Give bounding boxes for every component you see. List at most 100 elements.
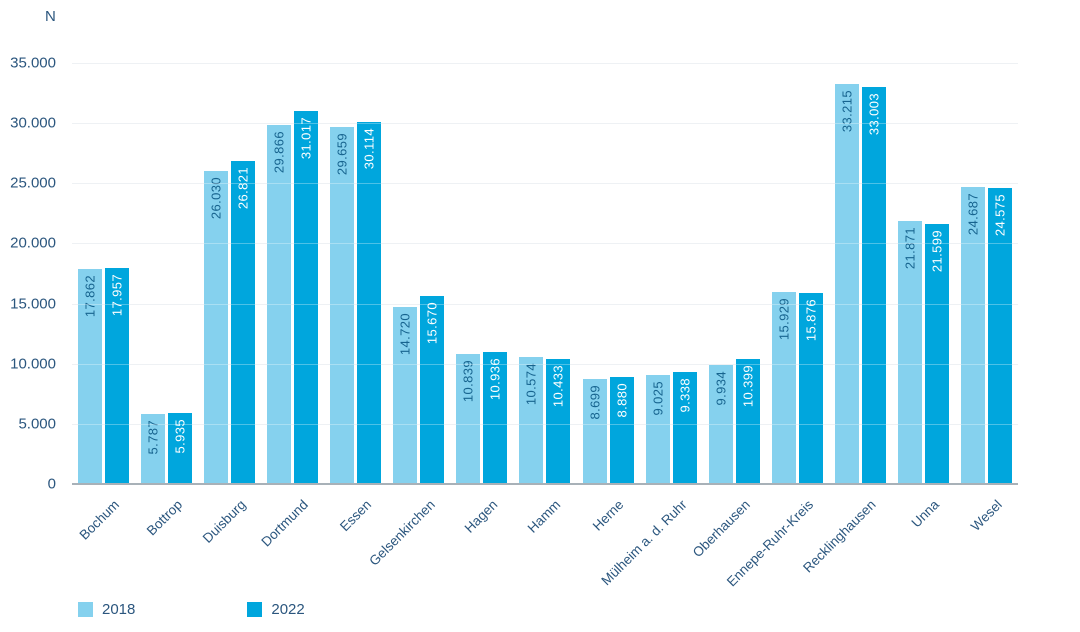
- x-category-label-essen: Essen: [337, 497, 375, 535]
- bar-value-label: 15.670: [424, 301, 440, 344]
- bar-group-herne: 8.699 8.880: [577, 63, 640, 484]
- gridline-overlay-10000: [72, 363, 1018, 365]
- bar-value-label: 9.934: [713, 370, 729, 406]
- bar-value-label: 24.575: [992, 194, 1008, 237]
- legend-item-2022: 2022: [247, 601, 305, 618]
- gridline-10000: [72, 363, 1018, 365]
- bar-2022-hamm: 10.433: [546, 358, 571, 484]
- legend-label-2018: 2018: [102, 601, 136, 618]
- y-tick-label-15000: 15.000: [10, 295, 56, 313]
- bar-2018-bochum: 17.862: [78, 269, 103, 484]
- bar-2022-gelsenkirchen: 15.670: [420, 295, 445, 484]
- y-tick-label-20000: 20.000: [10, 234, 56, 252]
- bar-value-label: 17.862: [82, 275, 98, 318]
- y-tick-label-25000: 25.000: [10, 174, 56, 192]
- bar-value-label: 10.433: [550, 364, 566, 407]
- bar-group-ennepe-ruhr-kreis: 15.929 15.876: [766, 63, 829, 484]
- x-category-label-herne: Herne: [590, 497, 627, 534]
- bar-group-bochum: 17.862 17.957: [72, 63, 135, 484]
- bar-value-label: 33.003: [866, 93, 882, 136]
- y-tick-label-30000: 30.000: [10, 114, 56, 132]
- bar-group-unna: 21.871 21.599: [892, 63, 955, 484]
- gridline-overlay-15000: [72, 303, 1018, 305]
- y-tick-label-5000: 5.000: [18, 415, 56, 433]
- bar-2018-recklinghausen: 33.215: [834, 84, 859, 484]
- legend-swatch-2018: [78, 602, 93, 617]
- bar-value-label: 29.866: [271, 130, 287, 173]
- bar-group-oberhausen: 9.934 10.399: [703, 63, 766, 484]
- x-category-label-gelsenkirchen: Gelsenkirchen: [365, 497, 438, 569]
- bar-group-hamm: 10.574 10.433: [513, 63, 576, 484]
- bar-2018-m-lheim-a-d-ruhr: 9.025: [645, 375, 670, 484]
- bar-2018-dortmund: 29.866: [267, 124, 292, 484]
- bar-group-m-lheim-a-d-ruhr: 9.025 9.338: [640, 63, 703, 484]
- legend-label-2022: 2022: [271, 601, 305, 618]
- x-axis-line: [72, 483, 1018, 485]
- bar-value-label: 8.880: [614, 383, 630, 418]
- bar-2022-ennepe-ruhr-kreis: 15.876: [798, 293, 823, 484]
- bar-2018-essen: 29.659: [330, 127, 355, 484]
- bar-group-dortmund: 29.866 31.017: [261, 63, 324, 484]
- gridline-overlay-20000: [72, 243, 1018, 245]
- bar-group-gelsenkirchen: 14.720 15.670: [387, 63, 450, 484]
- gridline-15000: [72, 303, 1018, 305]
- bar-2018-hamm: 10.574: [519, 356, 544, 484]
- legend-swatch-2022: [247, 602, 263, 617]
- legend: 2018 2022: [78, 601, 417, 618]
- x-category-label-duisburg: Duisburg: [199, 497, 249, 546]
- bar-group-recklinghausen: 33.215 33.003: [829, 63, 892, 484]
- bar-2022-hagen: 10.936: [483, 352, 508, 484]
- bar-2022-m-lheim-a-d-ruhr: 9.338: [672, 371, 697, 484]
- bar-2022-dortmund: 31.017: [294, 110, 319, 484]
- bar-value-label: 10.839: [460, 359, 476, 402]
- gridline-35000: [72, 63, 1018, 64]
- x-category-label-wesel: Wesel: [968, 497, 1006, 534]
- bar-2018-oberhausen: 9.934: [708, 364, 733, 484]
- bar-2022-herne: 8.880: [609, 377, 634, 484]
- bar-value-label: 5.787: [145, 420, 161, 455]
- gridline-30000: [72, 123, 1018, 125]
- bar-value-label: 9.338: [677, 377, 693, 413]
- bar-2018-wesel: 24.687: [960, 187, 985, 484]
- x-category-label-dortmund: Dortmund: [258, 497, 312, 550]
- bar-2022-essen: 30.114: [357, 121, 382, 484]
- bar-2018-hagen: 10.839: [456, 353, 481, 484]
- bar-group-essen: 29.659 30.114: [324, 63, 387, 484]
- gridline-overlay-30000: [72, 123, 1018, 125]
- x-category-label-oberhausen: Oberhausen: [689, 497, 753, 561]
- bar-value-label: 30.114: [361, 127, 377, 169]
- bar-2018-unna: 21.871: [897, 220, 922, 484]
- bar-value-label: 33.215: [839, 90, 855, 133]
- gridline-overlay-35000: [72, 63, 1018, 64]
- bar-value-label: 9.025: [650, 381, 666, 416]
- bar-2022-recklinghausen: 33.003: [861, 87, 886, 484]
- bar-value-label: 29.659: [334, 133, 350, 176]
- bar-value-label: 26.821: [235, 167, 251, 210]
- bar-2018-herne: 8.699: [582, 379, 607, 484]
- bar-group-hagen: 10.839 10.936: [450, 63, 513, 484]
- x-category-label-hamm: Hamm: [524, 497, 564, 536]
- bar-2018-gelsenkirchen: 14.720: [393, 306, 418, 484]
- x-category-label-bottrop: Bottrop: [143, 497, 186, 539]
- bar-group-duisburg: 26.030 26.821: [198, 63, 261, 484]
- x-category-label-unna: Unna: [908, 497, 942, 531]
- bar-2022-bottrop: 5.935: [168, 412, 193, 484]
- x-category-label-bochum: Bochum: [76, 497, 123, 543]
- bar-2018-bottrop: 5.787: [141, 414, 166, 484]
- bar-2022-unna: 21.599: [924, 224, 949, 484]
- bar-value-label: 10.574: [523, 362, 539, 405]
- bar-value-label: 17.957: [109, 274, 125, 317]
- bar-value-label: 15.929: [776, 298, 792, 341]
- gridline-overlay-5000: [72, 423, 1018, 425]
- bar-group-bottrop: 5.787 5.935: [135, 63, 198, 484]
- bar-2018-duisburg: 26.030: [204, 170, 229, 484]
- gridline-5000: [72, 423, 1018, 425]
- y-axis-unit-label: N: [45, 8, 56, 25]
- bar-value-label: 8.699: [587, 385, 603, 420]
- bar-2022-wesel: 24.575: [987, 188, 1012, 484]
- x-category-label-hagen: Hagen: [461, 497, 501, 536]
- bar-value-label: 10.399: [740, 364, 756, 408]
- bar-2022-bochum: 17.957: [105, 268, 130, 484]
- bar-2022-oberhausen: 10.399: [735, 358, 760, 484]
